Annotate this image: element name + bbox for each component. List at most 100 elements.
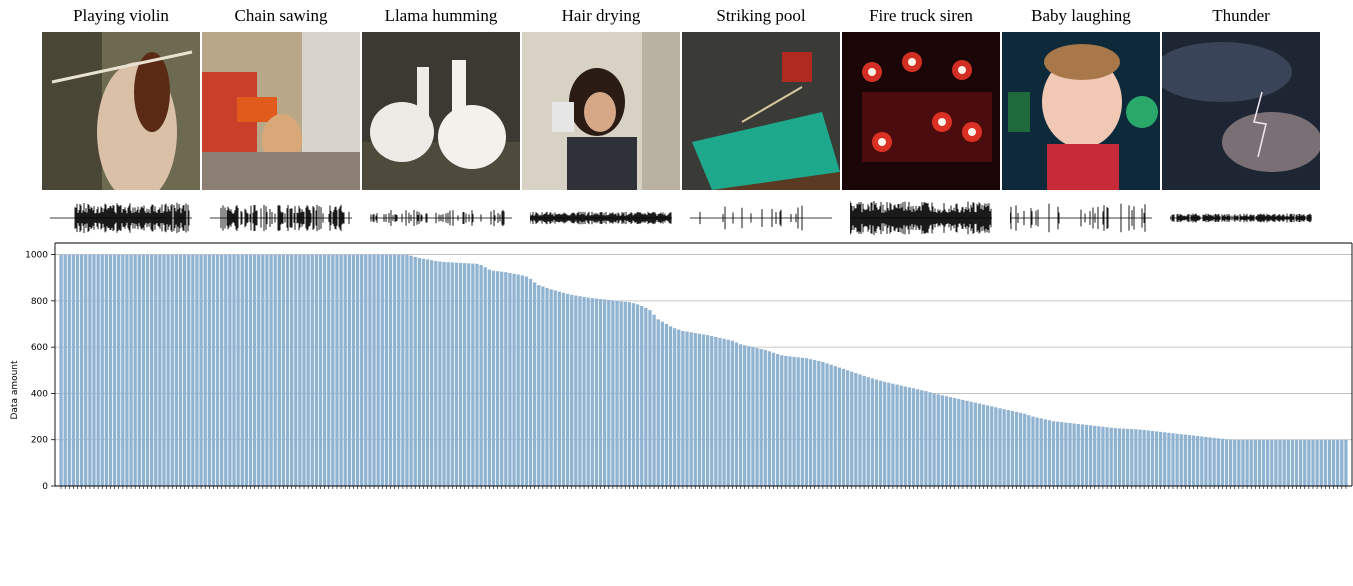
bar — [792, 356, 796, 486]
bar — [1237, 439, 1241, 486]
y-tick-label: 800 — [31, 297, 48, 307]
bar — [1187, 435, 1192, 486]
bar — [804, 358, 809, 486]
bar — [837, 367, 842, 486]
bar — [710, 336, 714, 486]
bar — [582, 296, 586, 486]
bar — [298, 254, 302, 486]
bar — [500, 271, 504, 486]
bar — [207, 254, 211, 486]
bar — [1282, 439, 1286, 486]
bar — [252, 254, 257, 486]
bar — [129, 254, 133, 486]
bar — [619, 301, 623, 486]
bar — [747, 346, 751, 486]
bar — [290, 254, 294, 486]
bar — [92, 254, 96, 486]
bar — [635, 304, 640, 486]
bar — [590, 298, 594, 486]
example-panel: Hair drying — [522, 0, 680, 240]
bar — [561, 292, 566, 486]
bar — [1191, 435, 1196, 486]
data-amount-chart: 0 200 400 600 800 1000 Data amount — [10, 242, 1353, 492]
bar — [104, 254, 109, 486]
audio-waveform — [370, 209, 512, 227]
bar — [88, 254, 92, 486]
bar — [1307, 439, 1311, 486]
bar — [211, 254, 216, 486]
bar — [607, 299, 611, 486]
bar — [137, 254, 141, 486]
bar — [1167, 432, 1171, 486]
bar — [948, 397, 953, 486]
bar — [1200, 436, 1204, 486]
bar — [1006, 410, 1010, 486]
bar — [907, 387, 912, 486]
bar — [458, 262, 463, 486]
bar — [388, 254, 393, 486]
bar — [467, 263, 471, 486]
bar — [574, 295, 578, 486]
bar — [508, 273, 512, 486]
bar — [965, 400, 969, 486]
y-tick-label: 1000 — [25, 251, 48, 261]
bar — [623, 301, 627, 486]
bar — [1027, 415, 1031, 486]
bar — [475, 263, 479, 486]
bar — [520, 275, 524, 486]
bar — [1163, 432, 1167, 486]
bar — [265, 254, 269, 486]
bar — [541, 286, 545, 486]
bar — [1323, 439, 1327, 486]
bar — [1117, 428, 1122, 486]
bar — [813, 360, 817, 486]
bar — [327, 254, 331, 486]
y-tick-labels: 0 200 400 600 800 1000 — [25, 251, 55, 492]
bar — [236, 254, 240, 486]
bar — [294, 254, 298, 486]
bar — [718, 337, 722, 486]
bar — [351, 254, 356, 486]
bar — [701, 334, 706, 486]
bar — [63, 254, 67, 486]
bar — [380, 254, 384, 486]
bar — [866, 377, 870, 486]
bar — [141, 254, 146, 486]
bar — [1134, 429, 1138, 486]
bar — [644, 307, 648, 486]
bar — [817, 361, 821, 486]
bar — [664, 324, 669, 486]
bar — [763, 349, 767, 486]
bar — [417, 258, 421, 486]
bar — [1253, 439, 1257, 486]
bar — [67, 254, 71, 486]
bar — [1319, 439, 1323, 486]
bar — [80, 254, 84, 486]
bar — [652, 314, 656, 486]
bar — [384, 254, 389, 486]
example-panel: Fire truck siren — [842, 0, 1000, 240]
bar — [438, 261, 442, 486]
bar — [833, 366, 837, 486]
example-caption: Thunder — [1212, 6, 1270, 25]
example-panel: Llama humming — [362, 0, 520, 240]
bar — [1039, 418, 1043, 486]
example-caption: Llama humming — [384, 6, 498, 25]
bar — [586, 297, 590, 486]
bar — [524, 276, 529, 486]
bar — [1060, 422, 1064, 486]
bar — [125, 254, 129, 486]
bar — [1171, 433, 1175, 486]
bar — [1216, 438, 1220, 486]
bar — [1278, 439, 1282, 486]
example-panel: Chain sawing — [202, 0, 360, 240]
bar — [108, 254, 113, 486]
bar — [673, 328, 677, 486]
bar — [1228, 439, 1233, 486]
bar — [870, 378, 874, 486]
bar — [973, 402, 977, 486]
bar — [355, 254, 360, 486]
bar — [512, 273, 516, 486]
bar — [318, 254, 323, 486]
bar — [570, 294, 574, 486]
